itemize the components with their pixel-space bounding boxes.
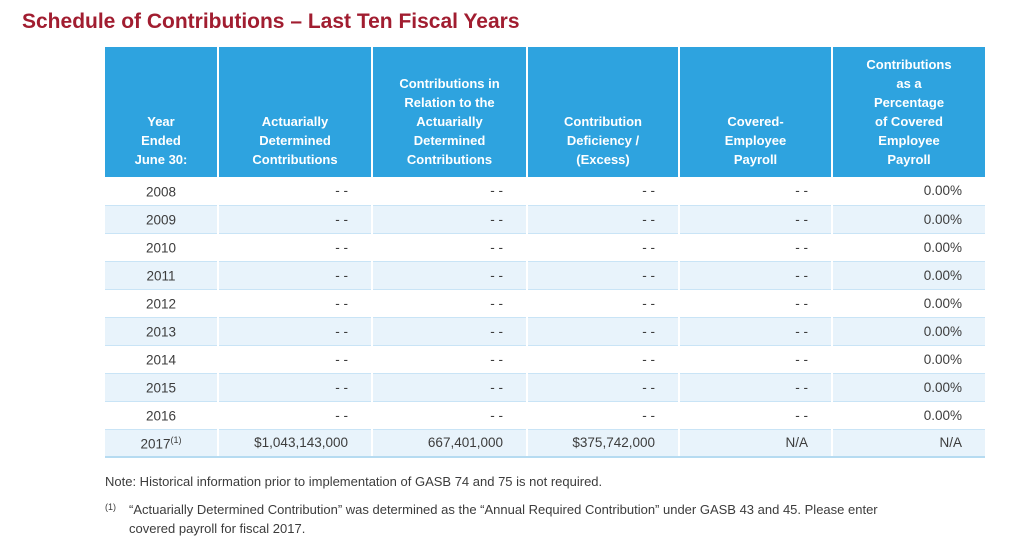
- year-cell: 2015: [105, 372, 219, 402]
- year-cell: 2014: [105, 345, 219, 373]
- table-row: 2011 - - - - - - - - 0.00%: [105, 260, 985, 290]
- cell-percentage: 0.00%: [923, 351, 962, 367]
- cell-adc: - -: [218, 316, 373, 346]
- cell-deficiency: - -: [527, 401, 680, 429]
- cell-adc: - -: [218, 401, 373, 429]
- cell-percentage: 0.00%: [923, 183, 962, 199]
- cell-deficiency: - -: [527, 260, 680, 290]
- cell-adc: - -: [218, 204, 373, 234]
- table-row: 2010 - - - - - - - - 0.00%: [105, 233, 985, 261]
- table-row: 2013 - - - - - - - - 0.00%: [105, 316, 985, 346]
- col-header-contributions-in-relation: Contributions in Relation to the Actuari…: [372, 47, 528, 177]
- cell-covered-payroll: - -: [679, 401, 833, 429]
- cell-adc: - -: [218, 289, 373, 317]
- cell-deficiency: - -: [527, 372, 680, 402]
- cell-percentage: 0.00%: [832, 316, 985, 346]
- cell-adc: - -: [218, 372, 373, 402]
- col-header-year: Year Ended June 30:: [105, 47, 219, 177]
- cell-adc: - -: [218, 177, 373, 205]
- cell-deficiency: - -: [527, 204, 680, 234]
- year-label: 2011: [146, 268, 176, 284]
- year-cell: 2011: [105, 260, 219, 290]
- year-cell: 2009: [105, 204, 219, 234]
- cell-contrib-relation: - -: [372, 260, 528, 290]
- footnote: (1) “Actuarially Determined Contribution…: [105, 500, 1024, 538]
- cell-adc: - -: [218, 345, 373, 373]
- cell-percentage: 0.00%: [923, 407, 962, 423]
- page-title: Schedule of Contributions – Last Ten Fis…: [22, 10, 520, 33]
- cell-percentage: 0.00%: [832, 204, 985, 234]
- col-header-actuarially-determined: Actuarially Determined Contributions: [218, 47, 373, 177]
- cell-adc: - -: [218, 233, 373, 261]
- cell-contrib-relation: 667,401,000: [372, 428, 528, 458]
- cell-covered-payroll: - -: [679, 177, 833, 205]
- table-row: 2009 - - - - - - - - 0.00%: [105, 204, 985, 234]
- col-header-deficiency: Contribution Deficiency / (Excess): [527, 47, 680, 177]
- year-label: 2016: [145, 408, 177, 424]
- cell-percentage: 0.00%: [832, 372, 985, 402]
- cell-deficiency: - -: [527, 177, 680, 205]
- cell-deficiency: - -: [527, 289, 680, 317]
- year-label: 2013: [145, 324, 177, 340]
- cell-covered-payroll: - -: [679, 233, 833, 261]
- year-label: 2015: [145, 380, 177, 396]
- footnote-ref: (1): [170, 434, 182, 445]
- cell-covered-payroll: - -: [679, 345, 833, 373]
- cell-contrib-relation: - -: [372, 372, 528, 402]
- year-label: 2008: [145, 184, 177, 199]
- cell-covered-payroll: N/A: [679, 428, 833, 458]
- footnote-marker: (1): [105, 502, 116, 512]
- year-label: 2009: [145, 212, 177, 228]
- year-label: 2017: [140, 436, 171, 451]
- cell-covered-payroll: - -: [679, 289, 833, 317]
- year-cell: 2013: [105, 316, 219, 346]
- cell-deficiency: - -: [527, 233, 680, 261]
- cell-contrib-relation: - -: [372, 345, 528, 373]
- year-label: 2012: [145, 296, 177, 312]
- footnote-text: “Actuarially Determined Contribution” wa…: [129, 502, 878, 536]
- table-note: Note: Historical information prior to im…: [105, 474, 603, 489]
- contributions-table: Year Ended June 30: Actuarially Determin…: [105, 47, 985, 458]
- year-cell: 2012: [105, 289, 219, 317]
- cell-contrib-relation: - -: [372, 401, 528, 429]
- year-cell: 2016: [105, 401, 219, 429]
- table-row: 2017(1) $1,043,143,000 667,401,000 $375,…: [105, 428, 985, 458]
- col-header-percentage: Contributions as a Percentage of Covered…: [832, 47, 985, 177]
- col-header-covered-payroll: Covered- Employee Payroll: [679, 47, 833, 177]
- table-row: 2014 - - - - - - - - 0.00%: [105, 345, 985, 373]
- cell-covered-payroll: - -: [679, 316, 833, 346]
- cell-adc: - -: [218, 260, 373, 290]
- table-row: 2016 - - - - - - - - 0.00%: [105, 401, 985, 429]
- cell-contrib-relation: - -: [372, 177, 528, 205]
- cell-percentage: 0.00%: [923, 239, 962, 255]
- cell-percentage: 0.00%: [923, 295, 962, 311]
- cell-adc: $1,043,143,000: [218, 428, 373, 458]
- cell-deficiency: - -: [527, 345, 680, 373]
- year-label: 2010: [145, 240, 177, 256]
- cell-percentage: N/A: [832, 428, 985, 458]
- cell-deficiency: - -: [527, 316, 680, 346]
- cell-contrib-relation: - -: [372, 316, 528, 346]
- header-row: Year Ended June 30: Actuarially Determin…: [105, 47, 985, 177]
- cell-deficiency: $375,742,000: [527, 428, 680, 458]
- year-label: 2014: [145, 352, 177, 368]
- year-cell: 2017(1): [105, 428, 219, 458]
- table-row: 2008 - - - - - - - - 0.00%: [105, 177, 985, 205]
- table-row: 2012 - - - - - - - - 0.00%: [105, 289, 985, 317]
- cell-covered-payroll: - -: [679, 372, 833, 402]
- cell-contrib-relation: - -: [372, 233, 528, 261]
- cell-covered-payroll: - -: [679, 204, 833, 234]
- cell-contrib-relation: - -: [372, 204, 528, 234]
- year-cell: 2008: [105, 177, 219, 205]
- table-row: 2015 - - - - - - - - 0.00%: [105, 372, 985, 402]
- year-cell: 2010: [105, 233, 219, 261]
- cell-contrib-relation: - -: [372, 289, 528, 317]
- cell-covered-payroll: - -: [679, 260, 833, 290]
- cell-percentage: 0.00%: [832, 260, 985, 290]
